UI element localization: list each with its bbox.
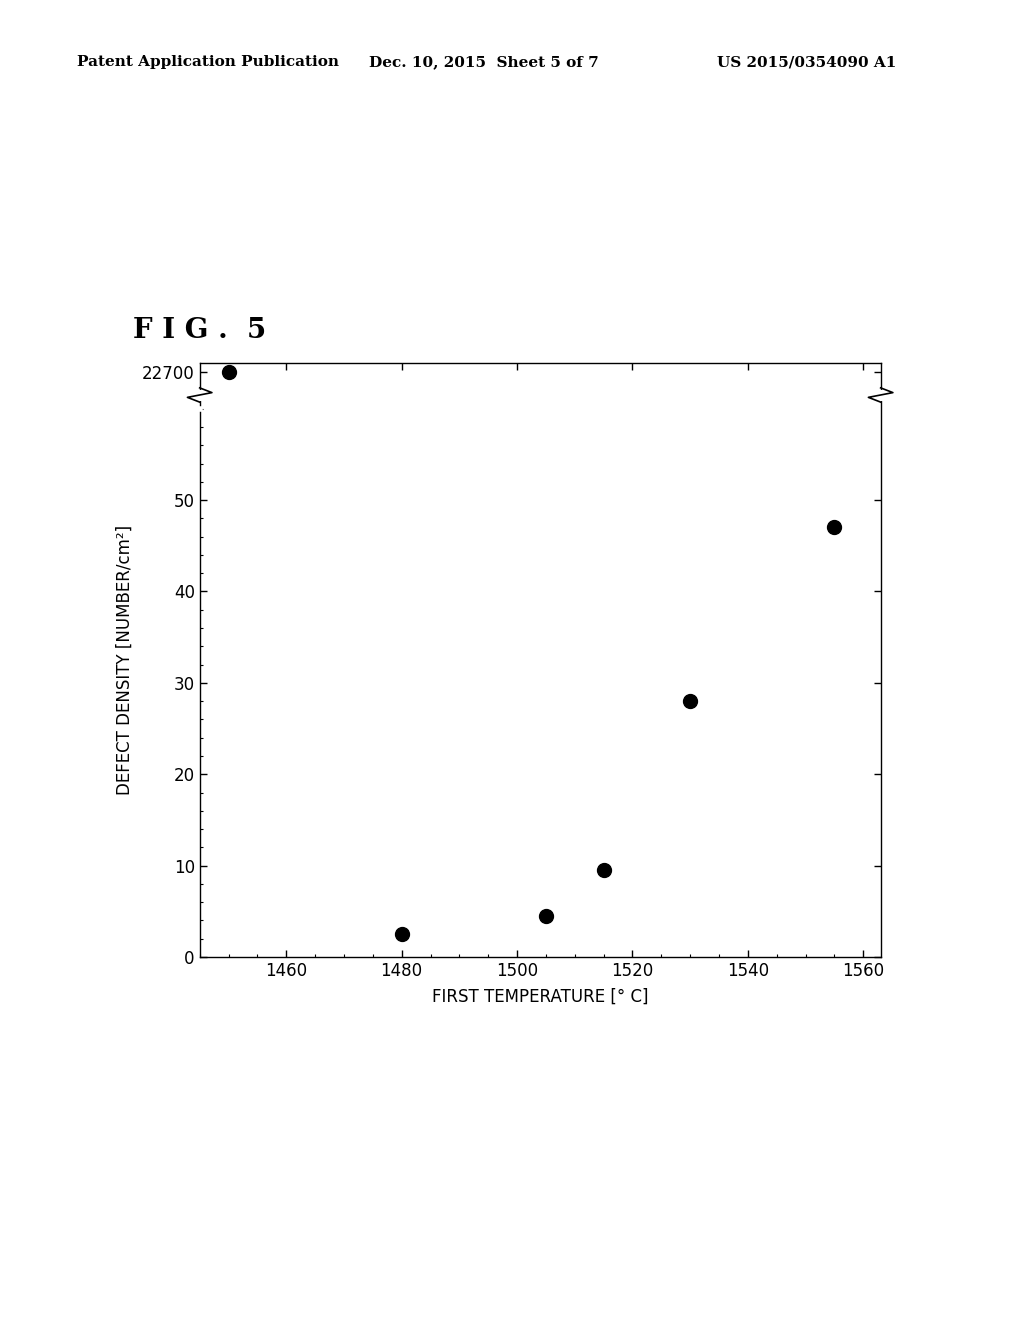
X-axis label: FIRST TEMPERATURE [° C]: FIRST TEMPERATURE [° C] — [432, 989, 648, 1006]
Point — [393, 924, 410, 945]
Point — [826, 517, 843, 539]
Text: Dec. 10, 2015  Sheet 5 of 7: Dec. 10, 2015 Sheet 5 of 7 — [369, 55, 598, 70]
Y-axis label: DEFECT DENSITY [NUMBER/cm²]: DEFECT DENSITY [NUMBER/cm²] — [116, 525, 134, 795]
Point — [220, 362, 237, 383]
Text: US 2015/0354090 A1: US 2015/0354090 A1 — [717, 55, 896, 70]
Point — [538, 906, 554, 927]
Point — [682, 690, 698, 711]
Text: F I G .  5: F I G . 5 — [133, 317, 266, 343]
Text: Patent Application Publication: Patent Application Publication — [77, 55, 339, 70]
Point — [595, 859, 611, 880]
